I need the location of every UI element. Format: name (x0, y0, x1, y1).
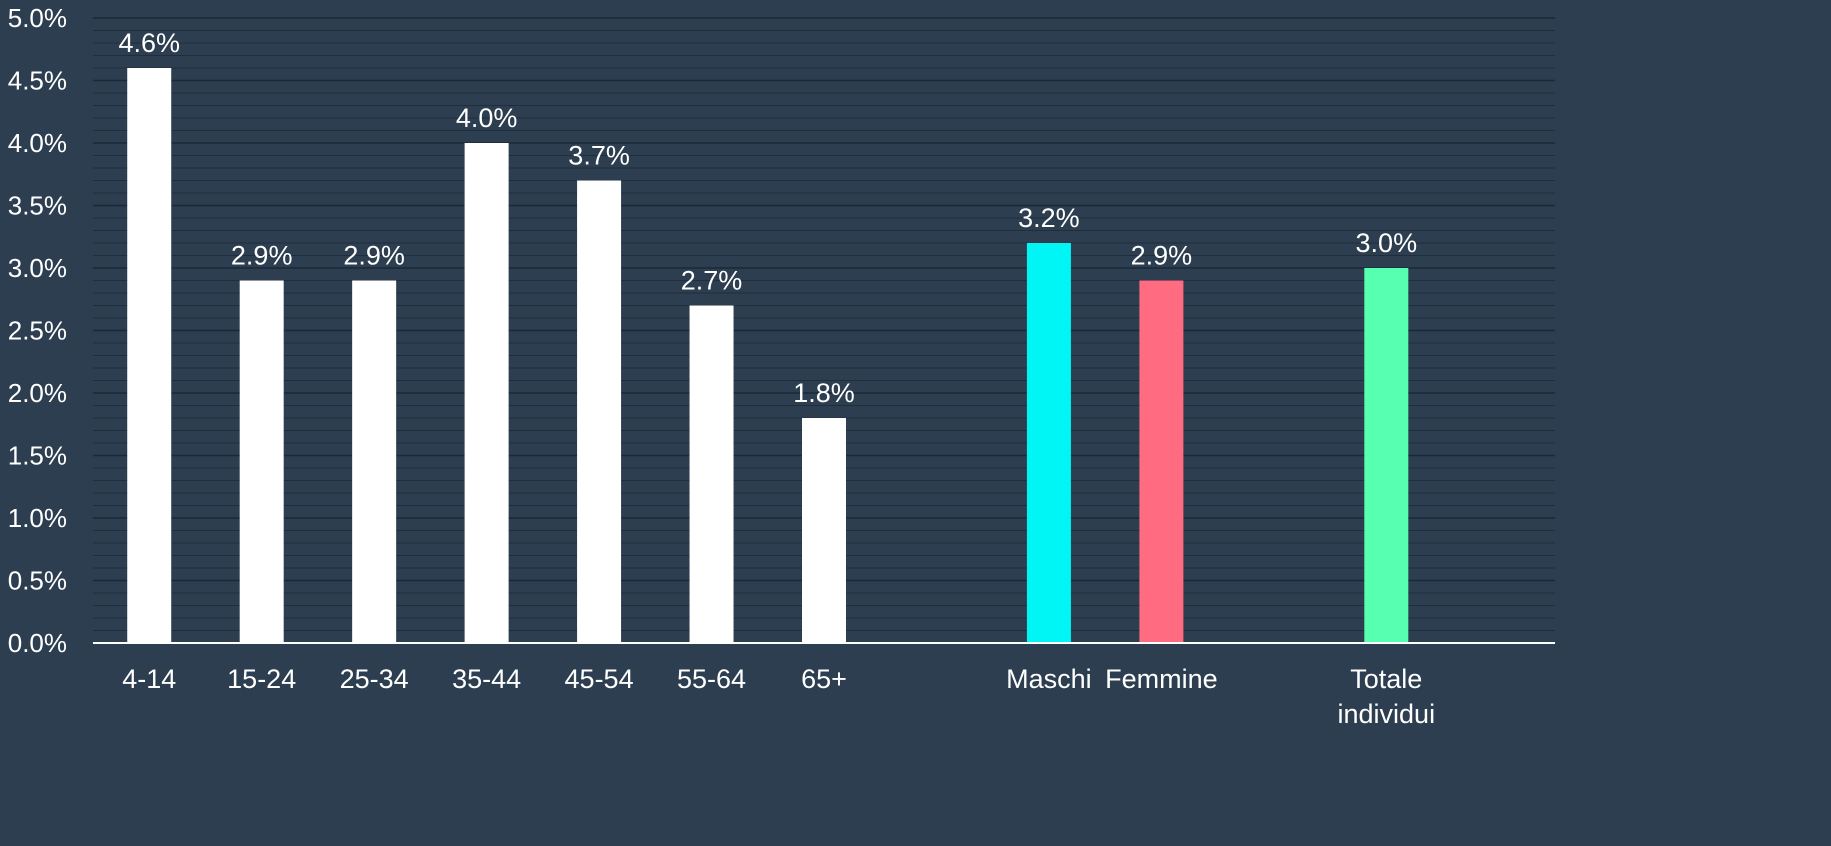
x-category-label: 25-34 (340, 664, 409, 694)
bar-25-34 (352, 280, 397, 643)
y-tick-label: 0.0% (8, 628, 67, 658)
data-label: 3.2% (1018, 203, 1080, 233)
x-category-label: 55-64 (677, 664, 746, 694)
y-tick-label: 0.5% (8, 566, 67, 596)
data-labels: 4.6% 2.9% 2.9% 4.0% 3.7% 2.7% 1.8% 3.2% 2.9% 3.0% (118, 28, 1417, 408)
x-category-label: 15-24 (227, 664, 296, 694)
data-label: 4.6% (118, 28, 180, 58)
y-tick-label: 3.5% (8, 191, 67, 221)
data-label: 3.0% (1356, 228, 1418, 258)
y-tick-label: 2.5% (8, 316, 67, 346)
data-label: 2.9% (231, 241, 293, 271)
x-axis-categories: 4-14 15-24 25-34 35-44 45-54 55-64 65+ Maschi Fe… (122, 664, 1435, 729)
y-tick-label: 1.0% (8, 503, 67, 533)
bar-15-24 (239, 280, 284, 643)
x-category-label: 35-44 (452, 664, 521, 694)
bar-maschi (1026, 243, 1071, 643)
bar-35-44 (464, 143, 509, 643)
data-label: 2.9% (343, 241, 405, 271)
x-category-label: Totale (1350, 664, 1422, 694)
y-axis-ticks: 0.0% 0.5% 1.0% 1.5% 2.0% 2.5% 3.0% 3.5% 4.0% 4.5%… (8, 3, 67, 658)
bar-45-54 (577, 180, 622, 643)
y-tick-label: 1.5% (8, 441, 67, 471)
x-category-label: individui (1338, 699, 1436, 729)
y-tick-label: 4.0% (8, 128, 67, 158)
y-tick-label: 3.0% (8, 253, 67, 283)
bar-totale-individui (1364, 268, 1409, 643)
y-tick-label: 2.0% (8, 378, 67, 408)
bar-65 (802, 418, 846, 643)
x-category-label: Femmine (1105, 664, 1218, 694)
data-label: 4.0% (456, 103, 518, 133)
x-category-label: 4-14 (122, 664, 176, 694)
data-label: 2.9% (1131, 241, 1193, 271)
bar-femmine (1139, 280, 1184, 643)
x-category-label: 65+ (801, 664, 847, 694)
data-label: 1.8% (793, 378, 855, 408)
y-tick-label: 5.0% (8, 3, 67, 33)
bar-4-14 (127, 68, 172, 643)
x-category-label: 45-54 (565, 664, 634, 694)
x-category-label: Maschi (1006, 664, 1092, 694)
data-label: 3.7% (568, 141, 630, 171)
data-label: 2.7% (681, 266, 743, 296)
y-tick-label: 4.5% (8, 66, 67, 96)
bar-55-64 (689, 305, 734, 643)
bars (127, 68, 1409, 643)
